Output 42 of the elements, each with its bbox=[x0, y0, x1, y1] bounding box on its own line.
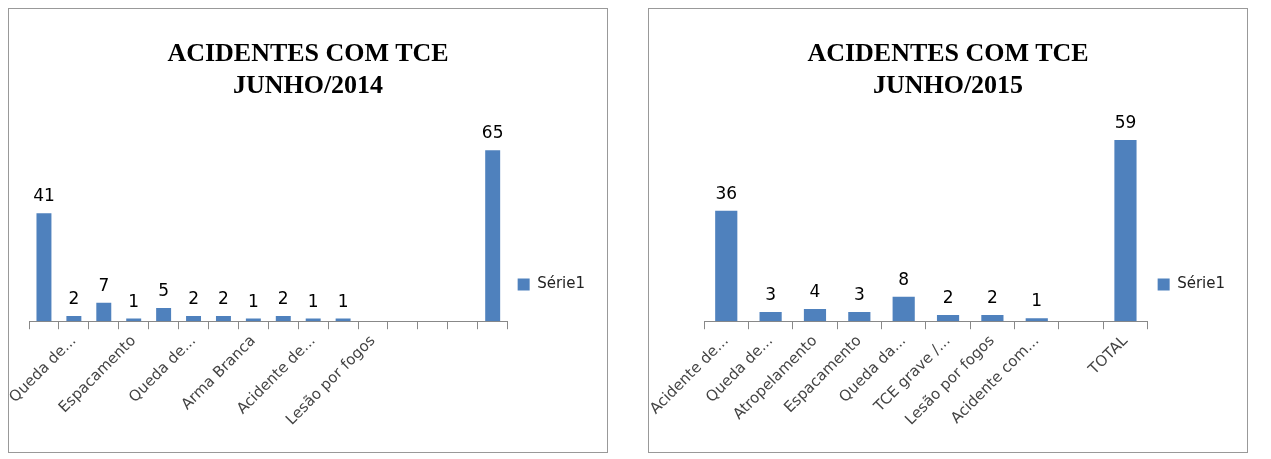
data-label: 36 bbox=[715, 182, 738, 203]
data-label: 2 bbox=[188, 287, 199, 308]
data-label: 65 bbox=[481, 122, 504, 143]
bar bbox=[715, 210, 738, 322]
data-label: 3 bbox=[853, 283, 865, 304]
legend-label: Série1 bbox=[1177, 274, 1225, 293]
legend-label: Série1 bbox=[537, 274, 585, 293]
data-label: 1 bbox=[247, 290, 259, 311]
bar bbox=[936, 315, 960, 322]
bar bbox=[36, 213, 52, 322]
bar bbox=[848, 312, 871, 322]
bar bbox=[759, 312, 782, 322]
bar bbox=[485, 150, 501, 322]
data-label: 8 bbox=[898, 268, 910, 289]
bar bbox=[66, 315, 82, 322]
bar bbox=[803, 308, 827, 322]
data-label: 2 bbox=[942, 286, 954, 307]
data-label: 2 bbox=[68, 287, 80, 308]
bar bbox=[275, 315, 291, 322]
data-label: 59 bbox=[1114, 111, 1137, 132]
data-label: 3 bbox=[765, 283, 777, 304]
data-label: 2 bbox=[218, 287, 229, 308]
data-label: 1 bbox=[337, 290, 349, 311]
data-label: 1 bbox=[1031, 290, 1043, 311]
bar bbox=[1025, 318, 1048, 322]
chart-title: ACIDENTES COM TCE JUNHO/2015 bbox=[806, 37, 1090, 101]
data-label: 1 bbox=[128, 290, 140, 311]
data-label: 2 bbox=[986, 286, 998, 307]
bar bbox=[1114, 140, 1137, 322]
chart-title: ACIDENTES COM TCE JUNHO/2014 bbox=[166, 37, 450, 101]
bar bbox=[156, 308, 172, 322]
data-label: 5 bbox=[158, 279, 170, 300]
bar bbox=[981, 315, 1004, 322]
bar bbox=[892, 296, 915, 322]
bar bbox=[215, 315, 231, 322]
data-label: 7 bbox=[98, 274, 110, 295]
data-label: 1 bbox=[307, 290, 319, 311]
bar bbox=[96, 302, 112, 322]
data-label: 4 bbox=[809, 280, 821, 301]
bar bbox=[186, 315, 202, 322]
data-label: 2 bbox=[277, 287, 289, 308]
data-label: 41 bbox=[33, 185, 55, 206]
